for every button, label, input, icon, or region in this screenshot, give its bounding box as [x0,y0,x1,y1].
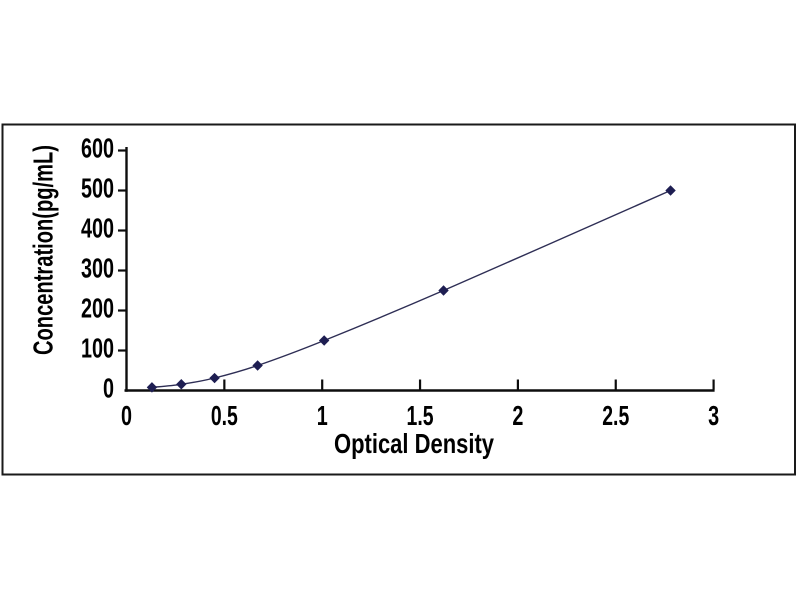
y-axis-title: Concentration(pg/mL) [28,145,59,355]
y-tick-label: 400 [81,213,114,244]
data-point-marker [176,379,187,390]
data-point-marker [146,382,158,393]
x-tick-label: 3 [708,400,719,431]
x-tick-label: 1 [317,400,328,431]
data-point-marker [252,360,263,371]
x-axis-title: Optical Density [334,428,494,459]
y-tick-label: 600 [81,133,114,164]
data-point-marker [209,372,220,384]
y-tick-label: 200 [81,293,114,324]
x-tick-label: 0 [121,400,132,431]
figure-frame [1,123,796,476]
data-point-marker [665,185,676,196]
y-tick-label: 500 [81,173,114,204]
x-tick-label: 0.5 [211,400,238,431]
x-tick-label: 2 [512,400,523,431]
data-point-marker [318,335,330,346]
y-tick-label: 300 [81,253,114,284]
x-tick-label: 2.5 [602,400,629,431]
y-tick-label: 0 [103,373,114,404]
y-tick-label: 100 [81,333,114,364]
data-point-marker [438,285,449,296]
x-tick-label: 1.5 [407,400,434,431]
